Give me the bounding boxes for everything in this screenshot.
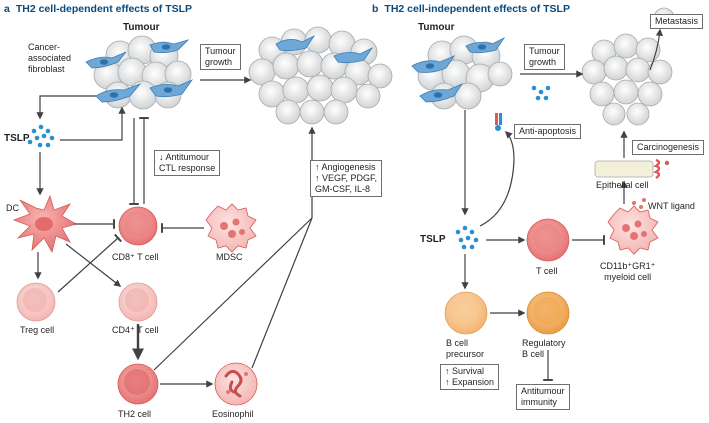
- b-antitumour-immunity-box: Antitumour immunity: [516, 384, 570, 410]
- a-large-tumour: [248, 26, 393, 125]
- a-eosinophil-label: Eosinophil: [212, 409, 254, 419]
- a-th2-label: TH2 cell: [118, 409, 152, 419]
- a-antitumour-ctl-box: ↓ Antitumour CTL response: [154, 150, 221, 176]
- a-eosinophil: [214, 362, 258, 406]
- b-survival-box: ↑ Survival ↑ Expansion: [440, 364, 500, 390]
- b-t-cell: [526, 218, 570, 262]
- panel-a-title-text: TH2 cell-dependent effects of TSLP: [15, 3, 193, 15]
- b-regulatory-b-cell: [526, 291, 570, 335]
- b-metastasis-box: Metastasis: [650, 14, 704, 29]
- a-cd4-t-cell: [118, 282, 158, 322]
- b-tslp-dots: [455, 225, 479, 250]
- a-cd8-t-cell: [118, 206, 158, 246]
- a-caf-label: Cancer- associated fibroblast: [28, 42, 72, 74]
- a-tslp-dots: [27, 124, 55, 148]
- b-tumour-label: Tumour: [418, 22, 455, 33]
- b-tslp-small-dots: [531, 85, 551, 101]
- panel-a-letter: a: [4, 3, 10, 15]
- b-carcinogenesis-box: Carcinogenesis: [632, 140, 705, 155]
- a-arrows: [34, 76, 316, 388]
- a-treg-cell: [16, 282, 56, 322]
- b-bcell-precursor-label: B cell precursor: [446, 338, 485, 359]
- panel-b-title: b TH2 cell-independent effects of TSLP: [372, 3, 570, 15]
- b-wnt-label: WNT ligand: [648, 201, 695, 211]
- panel-a-title: a TH2 cell-dependent effects of TSLP: [4, 3, 192, 15]
- b-myeloid-label: CD11b⁺GR1⁺ myeloid cell: [600, 261, 656, 282]
- b-fibroblasts: [411, 36, 506, 103]
- a-cd4-label: CD4⁺ T cell: [112, 325, 159, 335]
- b-regulatory-b-label: Regulatory B cell: [522, 338, 566, 359]
- b-b-cell-precursor: [444, 291, 488, 335]
- b-receptor-icon: [495, 113, 502, 131]
- a-th2-cell: [117, 363, 159, 405]
- a-mdsc: [205, 203, 257, 253]
- b-tumour-growth-box: Tumour growth: [524, 44, 565, 70]
- a-treg-label: Treg cell: [20, 325, 55, 335]
- a-angiogenesis-box: ↑ Angiogenesis ↑ VEGF, PDGF, GM-CSF, IL-…: [310, 160, 383, 197]
- a-dendritic-cell: [12, 194, 78, 254]
- a-tumour-label: Tumour: [123, 22, 160, 33]
- b-t-cell-label: T cell: [536, 266, 558, 276]
- b-tslp-label: TSLP: [420, 234, 446, 245]
- panel-b-letter: b: [372, 3, 379, 15]
- b-epithelial-cell: [594, 158, 670, 180]
- a-tumour-growth-box: Tumour growth: [200, 44, 241, 70]
- panel-b-title-text: TH2 cell-independent effects of TSLP: [384, 3, 570, 15]
- a-tslp-label: TSLP: [4, 133, 30, 144]
- a-dc-label: DC: [6, 203, 19, 213]
- a-fibroblasts: [85, 39, 194, 103]
- a-mdsc-label: MDSC: [216, 252, 243, 262]
- b-myeloid-cell: [607, 205, 659, 255]
- b-epithelial-label: Epithelial cell: [596, 180, 649, 190]
- b-arrows: [461, 28, 664, 381]
- a-cd8-label: CD8⁺ T cell: [112, 252, 159, 262]
- b-anti-apoptosis-box: Anti-apoptosis: [514, 124, 582, 139]
